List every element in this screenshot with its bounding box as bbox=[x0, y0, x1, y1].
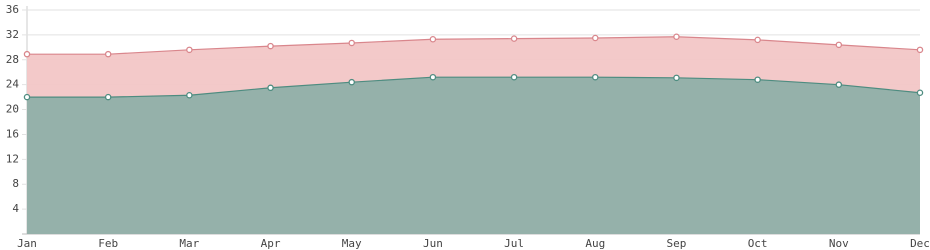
data-point bbox=[348, 39, 355, 47]
y-tick-label: 36 bbox=[6, 3, 19, 16]
y-tick-label: 8 bbox=[12, 177, 19, 190]
y-tick-label: 4 bbox=[12, 202, 19, 215]
x-tick-label: Aug bbox=[585, 237, 605, 250]
data-point bbox=[186, 46, 193, 54]
y-tick-label: 28 bbox=[6, 53, 19, 66]
data-point bbox=[835, 41, 843, 49]
area-fill bbox=[27, 77, 920, 234]
data-point bbox=[186, 91, 193, 99]
data-point bbox=[429, 35, 437, 43]
area-line bbox=[27, 36, 921, 55]
data-point bbox=[673, 33, 680, 41]
y-tick-label: 32 bbox=[6, 28, 19, 41]
data-point bbox=[23, 93, 31, 101]
data-point bbox=[267, 84, 274, 92]
data-point bbox=[592, 34, 599, 42]
x-tick-label: Jan bbox=[17, 237, 37, 250]
area-line bbox=[27, 76, 921, 98]
y-tick-label: 24 bbox=[6, 78, 20, 91]
data-point bbox=[429, 73, 437, 81]
data-point bbox=[104, 93, 112, 101]
data-point bbox=[916, 46, 924, 54]
data-point bbox=[916, 89, 924, 97]
data-point bbox=[104, 50, 112, 58]
y-tick-label: 12 bbox=[6, 152, 19, 165]
x-tick-label: Apr bbox=[261, 237, 281, 250]
x-tick-label: Oct bbox=[748, 237, 768, 250]
data-point bbox=[23, 50, 31, 58]
data-point bbox=[835, 81, 843, 88]
x-tick-label: Dec bbox=[910, 237, 930, 250]
x-tick-label: Feb bbox=[98, 237, 118, 250]
data-point bbox=[754, 36, 761, 44]
data-point bbox=[592, 73, 599, 81]
x-tick-label: Jun bbox=[423, 237, 443, 250]
y-tick-label: 16 bbox=[6, 127, 19, 140]
data-point bbox=[673, 74, 680, 82]
x-tick-label: Jul bbox=[504, 237, 524, 250]
data-point bbox=[754, 76, 761, 83]
data-point bbox=[267, 42, 274, 50]
y-tick-label: 20 bbox=[6, 103, 19, 116]
x-tick-label: Sep bbox=[667, 237, 687, 250]
x-tick-label: May bbox=[342, 237, 362, 250]
data-point bbox=[348, 78, 355, 86]
data-point bbox=[510, 35, 518, 42]
data-point bbox=[510, 73, 518, 81]
x-tick-label: Nov bbox=[829, 237, 849, 250]
x-tick-label: Mar bbox=[179, 237, 199, 250]
